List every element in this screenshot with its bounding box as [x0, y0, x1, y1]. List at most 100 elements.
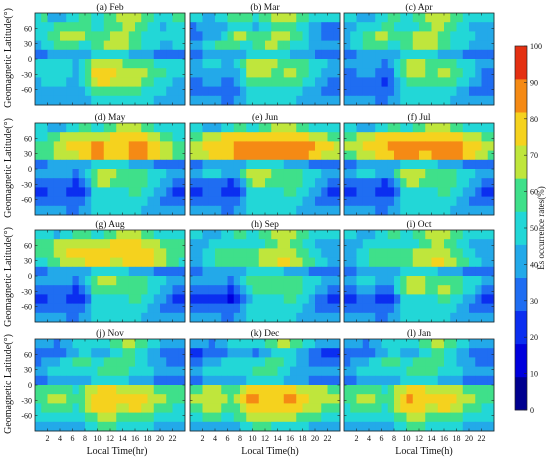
- heatmap-cell: [333, 294, 341, 304]
- heatmap-cell: [66, 339, 73, 349]
- heatmap-cell: [60, 230, 67, 240]
- heatmap-cell: [327, 59, 335, 69]
- heatmap-cell: [450, 230, 457, 240]
- heatmap-cell: [128, 385, 136, 395]
- heatmap-cell: [233, 366, 241, 377]
- heatmap-cell: [277, 59, 285, 69]
- heatmap-cell: [444, 49, 451, 60]
- heatmap-cell: [147, 77, 155, 87]
- heatmap-cell: [91, 123, 98, 133]
- heatmap-cell: [375, 312, 382, 323]
- heatmap-cell: [333, 312, 341, 323]
- heatmap-cell: [227, 13, 235, 23]
- heatmap-cell: [481, 339, 489, 349]
- heatmap-cell: [202, 31, 210, 41]
- heatmap-cell: [141, 294, 148, 304]
- heatmap-cell: [53, 59, 61, 69]
- heatmap-cell: [72, 366, 80, 377]
- heatmap-cell: [315, 141, 322, 151]
- heatmap-cell: [315, 150, 322, 161]
- heatmap-cell: [91, 394, 98, 404]
- heatmap-cell: [290, 13, 297, 23]
- heatmap-cell: [60, 132, 67, 142]
- heatmap-cell: [110, 95, 117, 106]
- heatmap-cell: [91, 276, 98, 286]
- heatmap-cell: [437, 49, 445, 60]
- heatmap-cell: [147, 339, 155, 349]
- heatmap-cell: [153, 303, 161, 314]
- heatmap-cell: [128, 285, 136, 295]
- panel-title: (i) Oct: [406, 219, 431, 230]
- heatmap-cell: [153, 141, 161, 151]
- heatmap-cell: [153, 412, 161, 423]
- heatmap-cell: [321, 230, 328, 240]
- heatmap-cell: [66, 31, 73, 41]
- heatmap-cell: [47, 123, 55, 133]
- heatmap-cell: [166, 385, 173, 395]
- heatmap-cell: [333, 86, 341, 97]
- heatmap-cell: [240, 141, 247, 151]
- heatmap-cell: [362, 394, 370, 404]
- heatmap-cell: [215, 285, 222, 295]
- heatmap-cell: [290, 285, 297, 295]
- heatmap-cell: [215, 205, 222, 216]
- heatmap-cell: [271, 294, 278, 304]
- heatmap-cell: [327, 123, 335, 133]
- heatmap-cell: [240, 205, 247, 216]
- heatmap-cell: [265, 285, 272, 295]
- heatmap-cell: [190, 266, 197, 277]
- heatmap-cell: [178, 366, 186, 377]
- heatmap-cell: [437, 276, 445, 286]
- heatmap-cell: [227, 385, 235, 395]
- heatmap-cell: [344, 339, 351, 349]
- heatmap-cell: [85, 141, 92, 151]
- heatmap-cell: [315, 13, 322, 23]
- heatmap-cell: [215, 303, 222, 314]
- heatmap-cell: [221, 77, 228, 87]
- heatmap-cell: [475, 285, 482, 295]
- heatmap-cell: [233, 169, 241, 179]
- heatmap-cell: [227, 394, 235, 404]
- heatmap-cell: [128, 248, 136, 258]
- heatmap-cell: [444, 312, 451, 323]
- heatmap-cell: [196, 86, 203, 97]
- heatmap-cell: [308, 205, 316, 216]
- heatmap-cell: [116, 22, 123, 32]
- heatmap-cell: [166, 132, 173, 142]
- heatmap-cell: [425, 205, 432, 216]
- heatmap-cell: [41, 257, 48, 268]
- heatmap-cell: [387, 312, 395, 323]
- heatmap-cell: [469, 303, 476, 314]
- heatmap-cell: [425, 95, 432, 106]
- heatmap-cell: [450, 266, 457, 277]
- heatmap-cell: [135, 95, 142, 106]
- heatmap-cell: [233, 178, 241, 188]
- heatmap-cell: [406, 59, 414, 69]
- heatmap-cell: [153, 348, 161, 358]
- heatmap-cell: [53, 348, 61, 358]
- heatmap-cell: [246, 187, 253, 197]
- heatmap-cell: [166, 239, 173, 249]
- heatmap-cell: [246, 150, 253, 161]
- heatmap-cell: [246, 266, 253, 277]
- heatmap-cell: [362, 285, 370, 295]
- heatmap-cell: [327, 49, 335, 60]
- heatmap-cell: [362, 357, 370, 367]
- heatmap-cell: [122, 385, 130, 395]
- heatmap-cell: [444, 303, 451, 314]
- heatmap-cell: [258, 86, 266, 97]
- heatmap-cell: [85, 257, 92, 268]
- heatmap-cell: [252, 13, 260, 23]
- heatmap-cell: [400, 123, 407, 133]
- heatmap-cell: [375, 159, 382, 170]
- heatmap-cell: [147, 169, 155, 179]
- heatmap-cell: [362, 303, 370, 314]
- x-tick-label: 14: [119, 434, 127, 443]
- heatmap-cell: [487, 123, 495, 133]
- heatmap-cell: [375, 150, 382, 161]
- heatmap-cell: [265, 248, 272, 258]
- heatmap-cell: [66, 394, 73, 404]
- heatmap-cell: [302, 385, 310, 395]
